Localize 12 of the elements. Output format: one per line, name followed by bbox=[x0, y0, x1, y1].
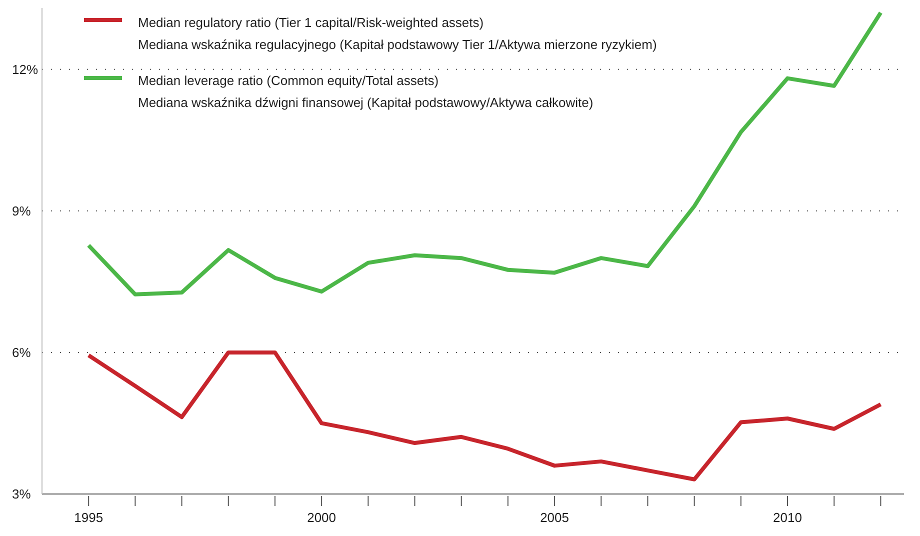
x-tick-label: 2005 bbox=[540, 510, 569, 525]
line-series bbox=[86, 350, 883, 482]
y-tick-label: 9% bbox=[12, 203, 32, 218]
y-tick-label: 12% bbox=[12, 62, 38, 77]
y-tick-label: 6% bbox=[12, 344, 32, 360]
line-series bbox=[86, 10, 883, 296]
legend-label: Median leverage ratio (Common equity/Total assets) Mediana wskaźnika dźwigni finansowej (Kapitał podstawowy/Aktywa całkowite) bbox=[138, 72, 594, 112]
x-tick-label: 2010 bbox=[773, 510, 802, 525]
y-tick-label: 3% bbox=[12, 486, 32, 502]
legend-label: Median regulatory ratio (Tier 1 capital/Risk-weighted assets) Mediana wskaźnika regulacyjnego (Kapitał podstawowy Tier 1/Aktywa mierzone ryzykiem) bbox=[138, 14, 657, 54]
x-tick-label: 1995 bbox=[74, 510, 104, 525]
x-tick-label: 2000 bbox=[307, 510, 336, 525]
